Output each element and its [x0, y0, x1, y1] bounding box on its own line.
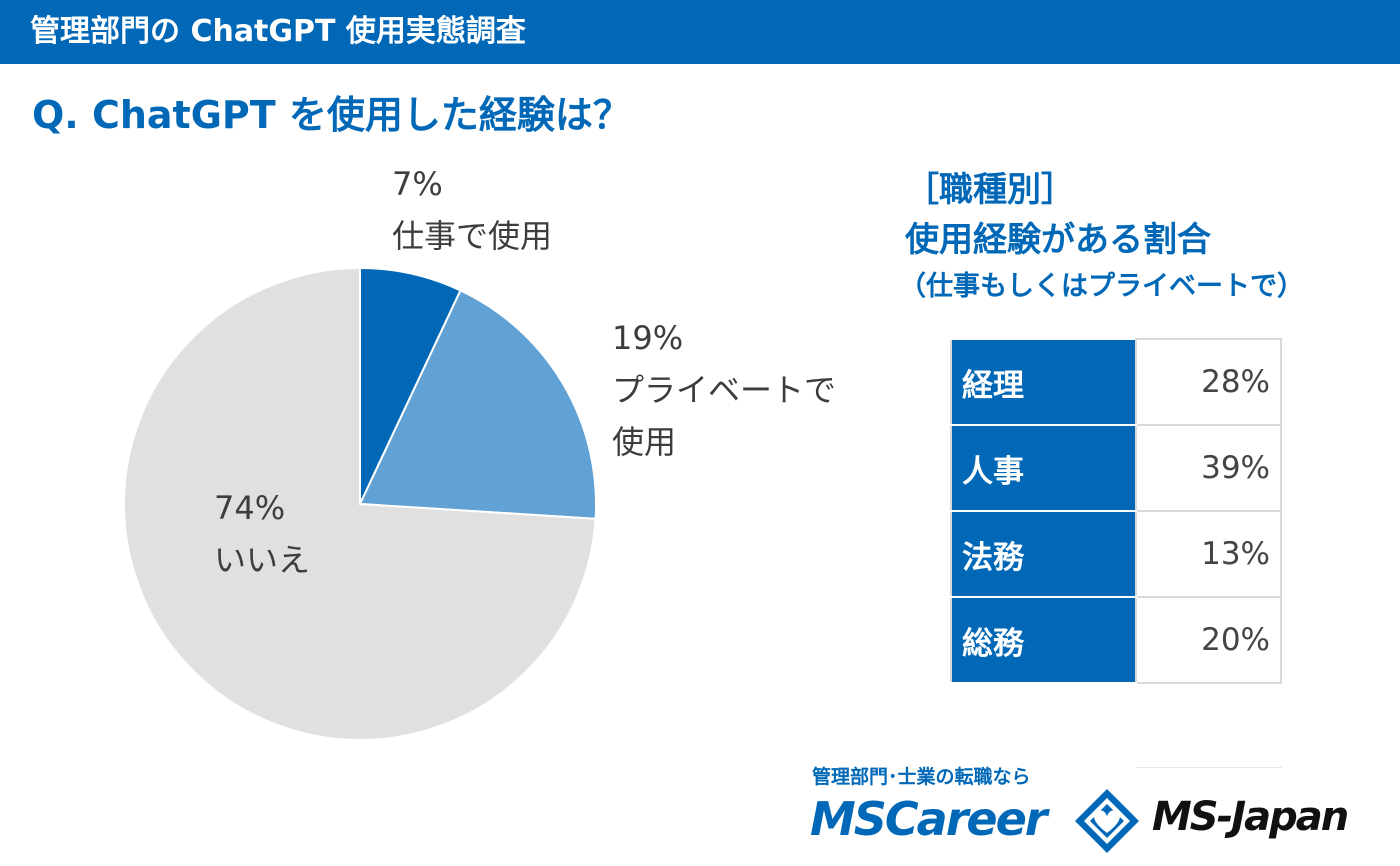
msjapan-logo: MS-Japan — [1152, 794, 1349, 840]
footer-tagline: 管理部門･士業の転職なら — [812, 766, 1031, 788]
percent-cell: 13% — [1135, 510, 1282, 598]
role-usage-table: 経理 28% 人事 39% 法務 13% 総務 20% — [950, 338, 1282, 684]
pie-slice-work — [359, 266, 462, 505]
header-banner: 管理部門の ChatGPT 使用実態調査 — [0, 0, 1400, 64]
side-panel-subtitle: （仕事もしくはプライベートで） — [899, 271, 1304, 302]
side-panel-title: ［職種別］ 使用経験がある割合 （仕事もしくはプライベートで） — [899, 165, 1304, 309]
role-cell: 人事 — [950, 424, 1137, 512]
pie-label-no-line-1: 74% — [214, 489, 286, 527]
pie-chart — [123, 266, 597, 741]
mscareer-logo: MSCareer — [810, 792, 1047, 846]
percent-cell: 39% — [1135, 424, 1282, 512]
question-title: Q. ChatGPT を使用した経験は？ — [32, 93, 631, 137]
table-row: 人事 39% — [950, 424, 1282, 512]
pie-slice-private — [358, 289, 597, 520]
header-title: 管理部門の ChatGPT 使用実態調査 — [30, 14, 526, 49]
table-row: 経理 28% — [950, 338, 1282, 426]
side-panel-title-line-2: 使用経験がある割合 — [905, 220, 1211, 260]
diamond-heart-emblem-icon — [1075, 789, 1139, 853]
table-row: 総務 20% — [950, 596, 1282, 684]
role-cell: 経理 — [950, 338, 1137, 426]
pie-label-private-line-1: 19% — [612, 319, 684, 357]
pie-label-work-line-1: 7% — [392, 165, 443, 203]
pie-label-no: 74% いいえ — [214, 482, 310, 586]
table-row: 法務 13% — [950, 510, 1282, 598]
pie-label-private-line-3: 使用 — [612, 423, 677, 461]
pie-label-private-line-2: プライベートで — [612, 371, 837, 409]
percent-cell: 28% — [1135, 338, 1282, 426]
pie-label-private: 19% プライベートで 使用 — [612, 312, 836, 468]
pie-label-no-line-2: いいえ — [214, 541, 311, 579]
role-cell: 法務 — [950, 510, 1137, 598]
footer-divider — [1136, 767, 1282, 768]
percent-cell: 20% — [1135, 596, 1282, 684]
pie-label-work-line-2: 仕事で使用 — [392, 217, 553, 255]
side-panel-title-line-1: ［職種別］ — [905, 170, 1075, 210]
pie-label-work: 7% 仕事で使用 — [392, 158, 552, 262]
pie-slice-no — [123, 266, 597, 741]
role-cell: 総務 — [950, 596, 1137, 684]
